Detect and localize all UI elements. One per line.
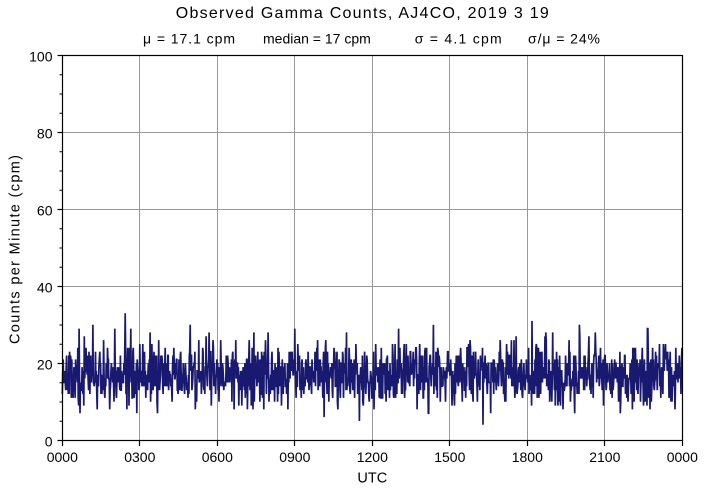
svg-text:μ = 17.1 cpm: μ = 17.1 cpm — [143, 31, 235, 47]
svg-text:20: 20 — [37, 356, 53, 372]
svg-text:median = 17 cpm: median = 17 cpm — [263, 31, 371, 47]
svg-text:40: 40 — [37, 279, 53, 295]
svg-text:0000: 0000 — [667, 449, 698, 465]
svg-text:Observed Gamma Counts, AJ4CO,: Observed Gamma Counts, AJ4CO, 2019 3 19 — [176, 5, 549, 22]
svg-text:Counts per Minute (cpm): Counts per Minute (cpm) — [8, 155, 24, 344]
svg-text:σ = 4.1 cpm: σ = 4.1 cpm — [415, 31, 502, 47]
svg-text:80: 80 — [37, 125, 53, 141]
svg-text:σ/μ = 24%: σ/μ = 24% — [528, 31, 600, 47]
svg-text:0300: 0300 — [124, 449, 155, 465]
svg-text:100: 100 — [29, 48, 53, 64]
svg-text:2100: 2100 — [589, 449, 620, 465]
svg-text:1500: 1500 — [434, 449, 465, 465]
svg-text:1200: 1200 — [357, 449, 388, 465]
svg-text:60: 60 — [37, 202, 53, 218]
svg-text:0900: 0900 — [279, 449, 310, 465]
svg-text:0: 0 — [45, 433, 53, 449]
svg-text:UTC: UTC — [357, 470, 387, 486]
svg-text:0000: 0000 — [47, 449, 78, 465]
svg-text:0600: 0600 — [202, 449, 233, 465]
svg-text:1800: 1800 — [512, 449, 543, 465]
